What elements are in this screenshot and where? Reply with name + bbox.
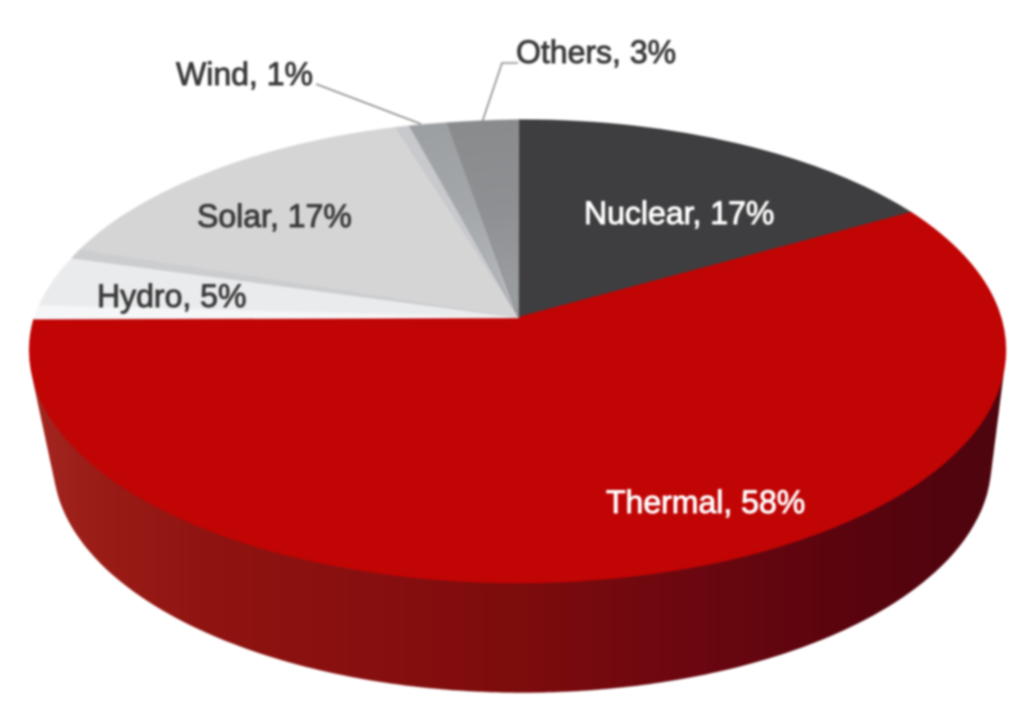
svg-text:Solar, 17%: Solar, 17% <box>197 198 352 234</box>
svg-text:Wind, 1%: Wind, 1% <box>176 56 313 92</box>
svg-text:Thermal, 58%: Thermal, 58% <box>606 484 805 520</box>
svg-text:Hydro, 5%: Hydro, 5% <box>97 278 246 314</box>
svg-text:Nuclear, 17%: Nuclear, 17% <box>584 195 774 231</box>
svg-text:Others, 3%: Others, 3% <box>516 34 676 70</box>
